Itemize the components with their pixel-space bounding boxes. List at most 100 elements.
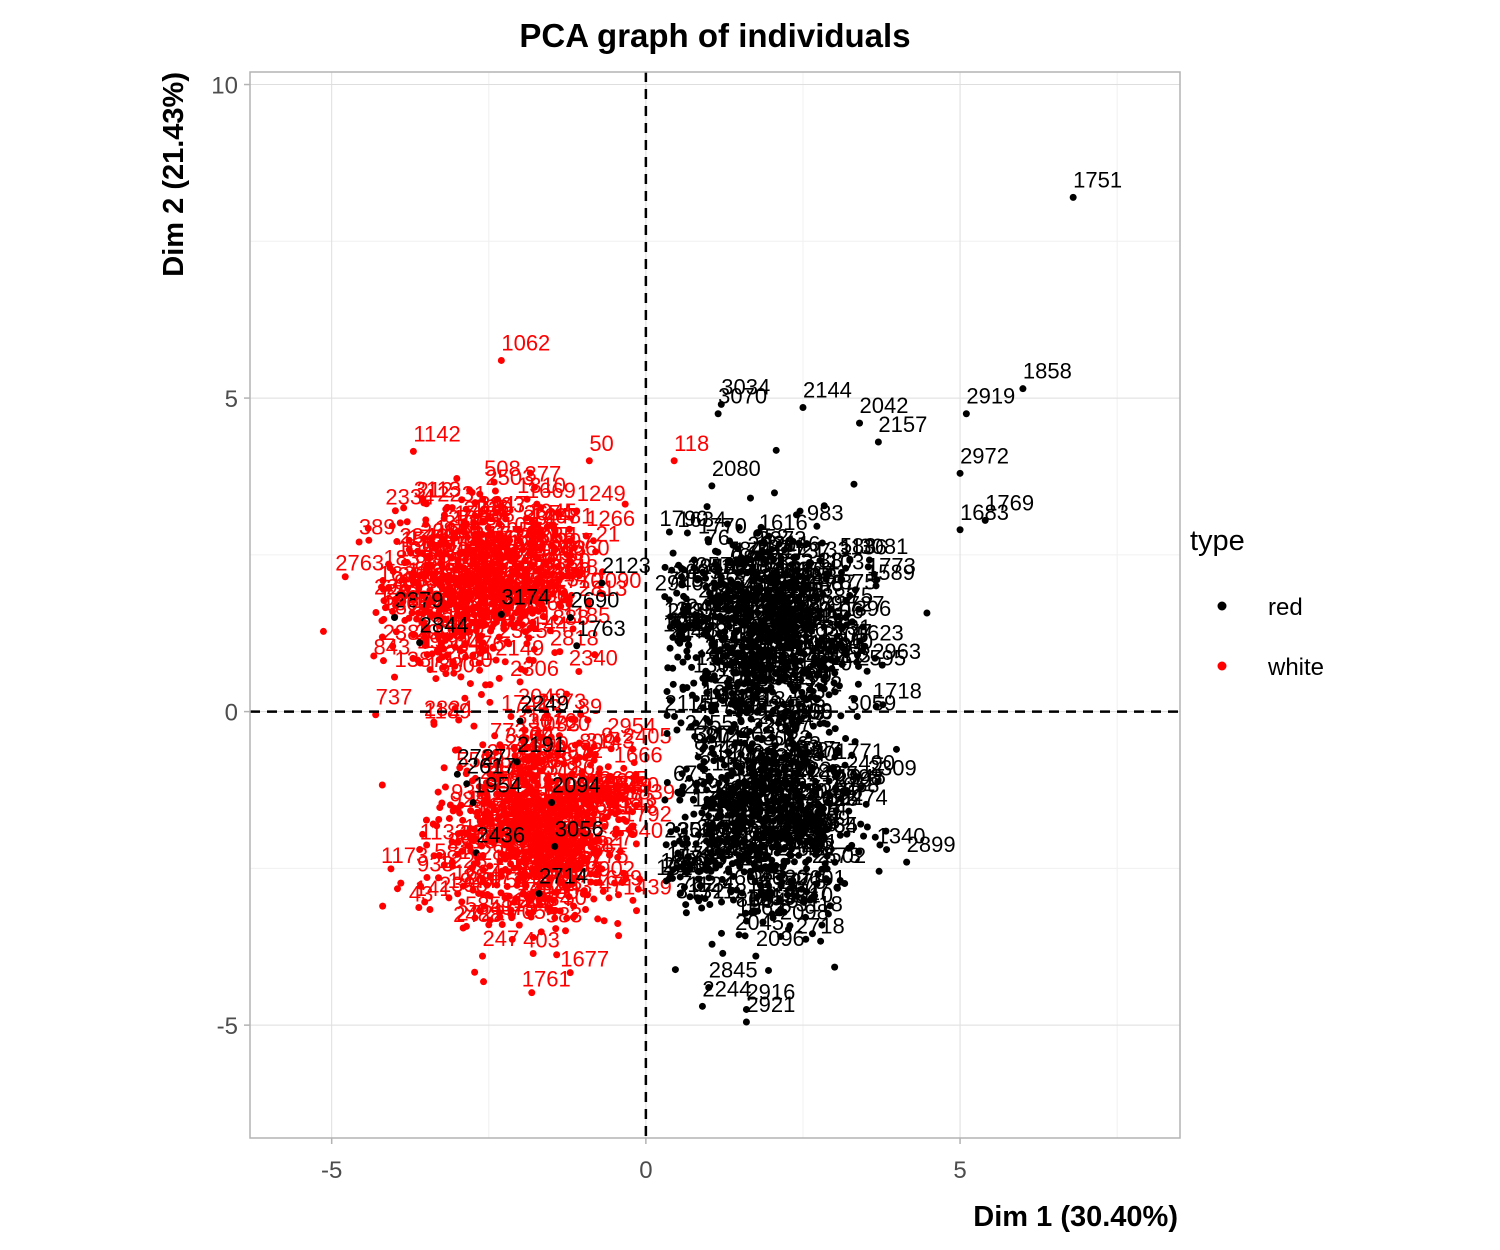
data-point bbox=[455, 582, 463, 590]
data-point bbox=[451, 704, 459, 712]
data-point bbox=[615, 807, 623, 815]
data-point bbox=[792, 511, 800, 519]
data-point bbox=[604, 763, 612, 771]
data-point bbox=[729, 724, 737, 732]
point-label-247: 247 bbox=[483, 926, 520, 951]
data-point bbox=[596, 765, 604, 773]
data-point bbox=[746, 494, 754, 502]
point-1249 bbox=[573, 507, 581, 515]
point-label-overlap: 2340 bbox=[569, 645, 618, 670]
data-point bbox=[724, 748, 732, 756]
data-point bbox=[448, 504, 456, 512]
point-label-overlap: 1692 bbox=[731, 696, 780, 721]
data-point bbox=[513, 553, 521, 561]
data-point bbox=[483, 551, 491, 559]
data-point bbox=[813, 696, 821, 704]
data-point bbox=[413, 615, 421, 623]
data-point bbox=[481, 646, 489, 654]
data-point bbox=[765, 713, 773, 721]
legend-key-red bbox=[1217, 601, 1227, 611]
data-point bbox=[748, 841, 756, 849]
data-point bbox=[370, 652, 378, 660]
data-point bbox=[525, 634, 533, 642]
data-point bbox=[682, 909, 690, 917]
point-label-overlap: 2558 bbox=[784, 836, 833, 861]
data-point bbox=[476, 490, 484, 498]
data-point bbox=[614, 920, 622, 928]
data-point bbox=[676, 796, 684, 804]
data-point bbox=[491, 732, 499, 740]
data-point bbox=[466, 680, 474, 688]
point-label-overlap: 47 bbox=[599, 872, 623, 897]
data-point bbox=[703, 668, 711, 676]
data-point bbox=[719, 949, 727, 957]
point-1858 bbox=[1019, 385, 1027, 393]
data-point bbox=[434, 788, 442, 796]
point-label-2244: 2244 bbox=[702, 976, 751, 1001]
data-point bbox=[661, 796, 669, 804]
data-point bbox=[816, 682, 824, 690]
data-point bbox=[426, 905, 434, 913]
data-point bbox=[426, 666, 434, 674]
data-point bbox=[492, 656, 500, 664]
data-point bbox=[517, 665, 525, 673]
point-label-overlap: 1020 bbox=[656, 855, 705, 880]
data-point bbox=[500, 625, 508, 633]
data-point bbox=[484, 524, 492, 532]
data-point bbox=[401, 616, 409, 624]
data-point bbox=[505, 576, 513, 584]
point-label-737: 737 bbox=[376, 685, 413, 710]
data-point bbox=[701, 679, 709, 687]
point-437 bbox=[485, 921, 493, 929]
data-point bbox=[500, 597, 508, 605]
point-1133 bbox=[416, 846, 424, 854]
data-point bbox=[770, 489, 778, 497]
data-point bbox=[718, 755, 726, 763]
data-point bbox=[496, 857, 504, 865]
data-point bbox=[461, 581, 469, 589]
data-point bbox=[831, 725, 839, 733]
data-point bbox=[770, 794, 778, 802]
point-label-2844: 2844 bbox=[420, 613, 469, 638]
legend: type red white bbox=[1190, 525, 1324, 681]
data-point bbox=[751, 878, 759, 886]
point-label-2436: 2436 bbox=[476, 823, 525, 848]
point-2094 bbox=[548, 799, 556, 807]
point-label-overlap: 2230 bbox=[542, 557, 591, 582]
data-point bbox=[661, 563, 669, 571]
data-point bbox=[475, 577, 483, 585]
data-point bbox=[464, 587, 472, 595]
data-point bbox=[400, 504, 408, 512]
data-point bbox=[502, 515, 510, 523]
data-point bbox=[457, 673, 465, 681]
data-point bbox=[476, 666, 484, 674]
data-point bbox=[563, 914, 571, 922]
data-point bbox=[409, 631, 417, 639]
data-point bbox=[379, 902, 387, 910]
point-2042 bbox=[856, 419, 864, 427]
data-point bbox=[505, 640, 513, 648]
data-point bbox=[471, 499, 479, 507]
data-point bbox=[675, 837, 683, 845]
data-point bbox=[780, 595, 788, 603]
point-label-118: 118 bbox=[674, 431, 709, 456]
point-label-overlap: 1737 bbox=[782, 539, 831, 564]
data-point bbox=[451, 626, 459, 634]
data-point bbox=[791, 776, 799, 784]
data-point bbox=[679, 565, 687, 573]
x-axis-title: Dim 1 (30.40%) bbox=[973, 1201, 1178, 1233]
data-point bbox=[457, 647, 465, 655]
point-label-50: 50 bbox=[589, 431, 613, 456]
data-point bbox=[447, 599, 455, 607]
data-point bbox=[480, 978, 488, 986]
y-tick-label: -5 bbox=[217, 1013, 238, 1040]
point-1305 bbox=[378, 617, 386, 625]
data-point bbox=[379, 657, 387, 665]
data-point bbox=[698, 904, 706, 912]
data-point bbox=[575, 667, 583, 675]
data-point bbox=[513, 562, 521, 570]
point-label-overlap: 89 bbox=[578, 694, 602, 719]
data-point bbox=[876, 841, 884, 849]
point-label-1954: 1954 bbox=[473, 773, 522, 798]
data-point bbox=[470, 722, 478, 730]
